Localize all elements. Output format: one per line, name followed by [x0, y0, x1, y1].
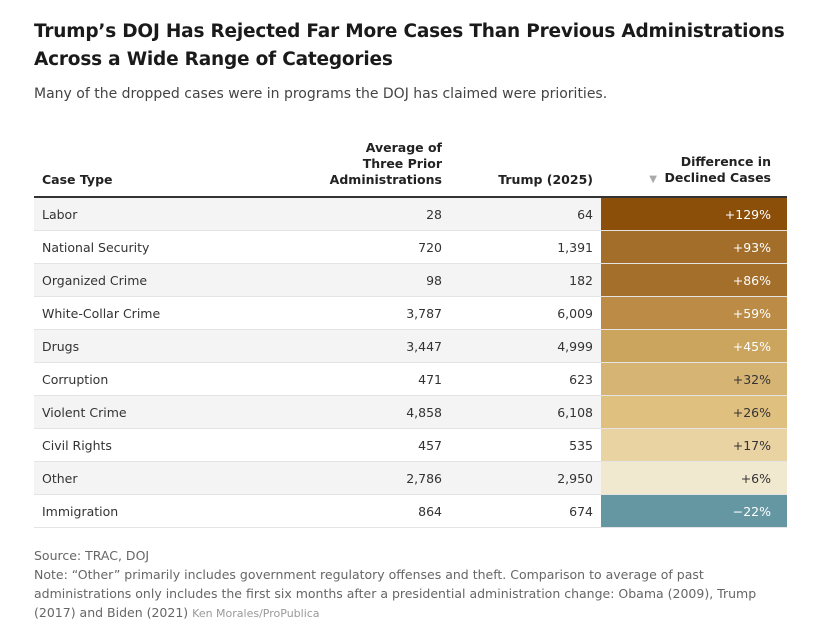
cell-prior-average: 4,858	[310, 395, 450, 429]
cell-trump-2025: 6,009	[450, 296, 601, 330]
cell-trump-2025: 1,391	[450, 230, 601, 264]
cell-prior-average: 28	[310, 197, 450, 231]
table-row: White-Collar Crime 3,787 6,009 +59%	[34, 296, 787, 330]
header-row: Case Type Average of Three Prior Adminis…	[34, 140, 787, 198]
cell-trump-2025: 64	[450, 197, 601, 231]
table-row: Organized Crime 98 182 +86%	[34, 263, 787, 297]
col-header-trump[interactable]: Trump (2025)	[450, 140, 601, 198]
cell-trump-2025: 674	[450, 494, 601, 528]
col-header-difference-label: Difference in Declined Cases	[664, 154, 771, 185]
sort-down-icon: ▼	[649, 174, 657, 185]
cell-prior-average: 457	[310, 428, 450, 462]
table-row: Corruption 471 623 +32%	[34, 362, 787, 396]
cell-trump-2025: 623	[450, 362, 601, 396]
cell-case-type: Organized Crime	[34, 263, 310, 297]
cell-case-type: Other	[34, 461, 310, 495]
cell-difference: +6%	[601, 461, 787, 495]
cell-case-type: National Security	[34, 230, 310, 264]
cell-prior-average: 720	[310, 230, 450, 264]
cell-case-type: Corruption	[34, 362, 310, 396]
col-header-prior-label: Average of Three Prior Administrations	[329, 140, 442, 187]
cell-difference: +86%	[601, 263, 787, 297]
cell-trump-2025: 2,950	[450, 461, 601, 495]
footer: Source: TRAC, DOJ Note: “Other” primaril…	[34, 546, 774, 623]
cell-trump-2025: 535	[450, 428, 601, 462]
col-header-prior[interactable]: Average of Three Prior Administrations	[310, 140, 450, 198]
cell-case-type: Drugs	[34, 329, 310, 363]
cell-trump-2025: 6,108	[450, 395, 601, 429]
cell-trump-2025: 4,999	[450, 329, 601, 363]
chart-subtitle: Many of the dropped cases were in progra…	[34, 86, 608, 102]
data-table: Case Type Average of Three Prior Adminis…	[34, 140, 787, 528]
cell-case-type: White-Collar Crime	[34, 296, 310, 330]
cell-case-type: Civil Rights	[34, 428, 310, 462]
cell-difference: +45%	[601, 329, 787, 363]
table-row: National Security 720 1,391 +93%	[34, 230, 787, 264]
cell-case-type: Immigration	[34, 494, 310, 528]
table-row: Other 2,786 2,950 +6%	[34, 461, 787, 495]
table-row: Immigration 864 674 −22%	[34, 494, 787, 528]
table-row: Civil Rights 457 535 +17%	[34, 428, 787, 462]
cell-prior-average: 471	[310, 362, 450, 396]
note-text: Note: “Other” primarily includes governm…	[34, 567, 757, 620]
source: Source: TRAC, DOJ	[34, 548, 150, 563]
cell-difference: +93%	[601, 230, 787, 264]
cell-difference: −22%	[601, 494, 787, 528]
chart-title: Trump’s DOJ Has Rejected Far More Cases …	[34, 21, 785, 70]
cell-trump-2025: 182	[450, 263, 601, 297]
table-row: Violent Crime 4,858 6,108 +26%	[34, 395, 787, 429]
note: Note: “Other” primarily includes governm…	[34, 565, 774, 623]
table-row: Labor 28 64 +129%	[34, 197, 787, 231]
cell-case-type: Violent Crime	[34, 395, 310, 429]
cell-prior-average: 864	[310, 494, 450, 528]
cell-case-type: Labor	[34, 197, 310, 231]
cell-difference: +26%	[601, 395, 787, 429]
cell-difference: +129%	[601, 197, 787, 231]
col-header-difference[interactable]: ▼ Difference in Declined Cases	[601, 140, 787, 198]
col-header-case-type[interactable]: Case Type	[34, 140, 310, 198]
cell-difference: +32%	[601, 362, 787, 396]
cell-prior-average: 2,786	[310, 461, 450, 495]
cell-difference: +59%	[601, 296, 787, 330]
cell-prior-average: 98	[310, 263, 450, 297]
cell-prior-average: 3,447	[310, 329, 450, 363]
cell-prior-average: 3,787	[310, 296, 450, 330]
credit: Ken Morales/ProPublica	[192, 607, 320, 620]
table-row: Drugs 3,447 4,999 +45%	[34, 329, 787, 363]
cell-difference: +17%	[601, 428, 787, 462]
